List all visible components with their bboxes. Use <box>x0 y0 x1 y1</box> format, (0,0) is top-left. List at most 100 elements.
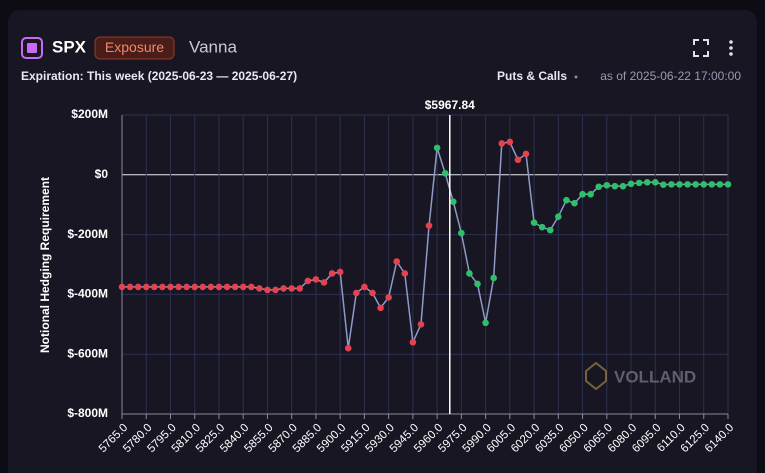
data-point <box>377 304 384 312</box>
data-point <box>167 283 174 291</box>
data-point <box>555 213 562 220</box>
data-point <box>498 140 506 147</box>
data-point <box>619 182 627 190</box>
data-point <box>643 178 651 186</box>
data-point <box>159 283 166 291</box>
data-point <box>514 156 522 164</box>
data-point <box>417 321 425 328</box>
as-of: as of 2025-06-22 17:00:00 <box>600 69 741 83</box>
data-point <box>627 180 635 188</box>
data-point <box>692 181 699 188</box>
data-point <box>676 181 683 188</box>
data-point <box>490 274 497 282</box>
data-point <box>385 294 392 301</box>
mode[interactable]: Puts & Calls <box>497 69 567 83</box>
data-point <box>466 270 473 277</box>
data-point <box>700 181 708 188</box>
data-point <box>506 138 514 146</box>
y-tick-label: $-600M <box>67 346 108 360</box>
data-point <box>126 283 134 291</box>
y-tick-label: $-800M <box>67 406 108 420</box>
data-point <box>474 280 481 288</box>
data-point <box>336 268 344 276</box>
data-point <box>522 150 530 158</box>
watermark: VOLLAND <box>585 361 696 391</box>
spot-label: $5967.84 <box>425 98 475 112</box>
data-point <box>571 199 578 207</box>
card <box>8 10 757 473</box>
data-point <box>425 222 433 229</box>
data-point <box>449 198 457 206</box>
y-tick-label: $0 <box>95 167 109 181</box>
symbol-icon <box>21 37 43 59</box>
data-point <box>538 223 546 231</box>
data-point <box>215 283 223 291</box>
data-point <box>207 283 215 291</box>
data-point <box>231 283 239 291</box>
data-point <box>587 190 594 198</box>
y-tick-label: $200M <box>71 107 108 121</box>
data-point <box>401 270 409 277</box>
data-point <box>304 277 312 285</box>
data-point <box>134 283 142 291</box>
symbol: SPX <box>52 37 87 56</box>
expiration: Expiration: This week (2025-06-23 — 2025… <box>21 69 297 83</box>
data-point <box>579 190 586 198</box>
data-point <box>264 286 271 294</box>
data-point <box>328 270 336 277</box>
data-point <box>223 283 231 291</box>
data-point <box>635 179 643 187</box>
separator <box>574 75 578 79</box>
y-tick-label: $-400M <box>67 287 108 301</box>
series-line <box>122 141 728 349</box>
data-point <box>393 258 401 265</box>
data-point <box>361 283 368 291</box>
data-point <box>344 344 352 352</box>
y-tick-label: $-200M <box>67 227 108 241</box>
data-point <box>118 283 126 291</box>
data-point <box>175 283 182 291</box>
watermark-logo <box>585 361 607 391</box>
data-point <box>563 196 570 204</box>
tag[interactable]: Exposure <box>105 39 164 55</box>
watermark-text: VOLLAND <box>614 367 696 386</box>
data-point <box>199 283 207 291</box>
data-point <box>256 285 263 292</box>
data-point <box>651 178 659 186</box>
data-point <box>247 283 255 291</box>
data-point <box>353 289 360 297</box>
data-point <box>716 181 724 188</box>
data-point <box>280 285 287 292</box>
data-point <box>530 219 538 226</box>
data-point <box>142 283 150 291</box>
data-point <box>296 285 304 292</box>
metric[interactable]: Vanna <box>189 37 237 56</box>
data-point <box>611 182 619 190</box>
data-point <box>595 183 603 191</box>
data-point <box>433 144 441 152</box>
data-point <box>239 283 247 291</box>
data-point <box>288 285 295 292</box>
data-point <box>409 338 417 346</box>
data-point <box>369 289 376 297</box>
data-point <box>312 276 320 283</box>
y-axis-label: Notional Hedging Requirement <box>38 177 52 353</box>
expand-icon[interactable] <box>693 39 709 57</box>
symbol-icon-fill <box>27 43 37 53</box>
data-point <box>546 226 554 234</box>
data-point <box>458 229 465 237</box>
data-point <box>320 279 328 286</box>
data-point <box>684 181 691 188</box>
data-point <box>183 283 190 291</box>
data-point <box>660 181 667 188</box>
data-point <box>724 181 732 188</box>
data-point <box>708 181 716 188</box>
data-point <box>191 283 199 291</box>
data-point <box>603 181 611 189</box>
menu-icon[interactable] <box>729 40 733 56</box>
data-point <box>272 286 279 294</box>
data-point <box>482 319 489 327</box>
tag-box[interactable] <box>94 36 175 60</box>
data-point <box>441 170 449 177</box>
